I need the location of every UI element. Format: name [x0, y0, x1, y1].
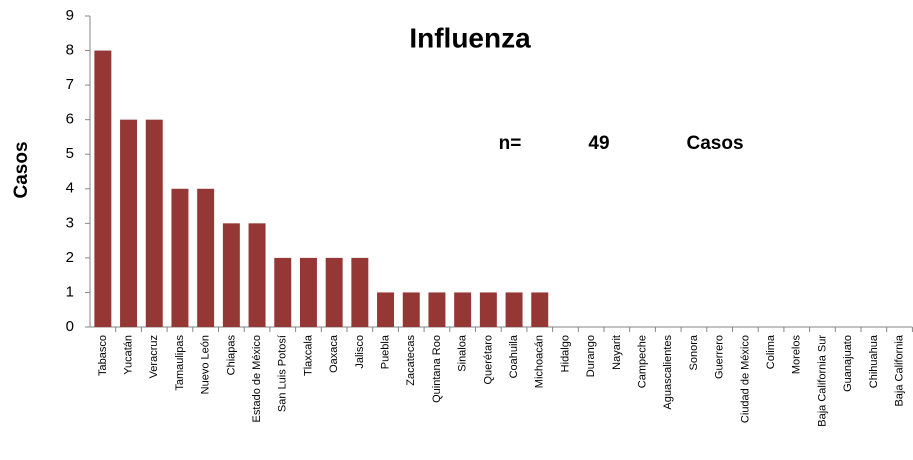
x-tick-label: Baja California: [893, 334, 905, 406]
y-tick-label: 5: [66, 145, 74, 162]
y-tick-label: 1: [66, 283, 74, 300]
x-tick-label: Guanajuato: [842, 335, 854, 392]
x-tick-label: Nuevo León: [200, 335, 212, 394]
x-tick-label: Sinaloa: [457, 334, 469, 372]
bar: [299, 257, 317, 327]
bar: [171, 188, 189, 327]
y-tick-label: 7: [66, 76, 74, 93]
annotation-prefix: n=: [499, 133, 522, 154]
bar: [402, 292, 420, 327]
y-tick-label: 4: [66, 180, 74, 197]
x-tick-label: Veracruz: [148, 335, 160, 378]
x-tick-label: Nayarit: [611, 335, 623, 370]
y-tick-label: 6: [66, 111, 74, 128]
bar: [120, 119, 138, 328]
x-tick-label: Tlaxcala: [302, 334, 314, 376]
bar: [248, 223, 266, 327]
y-tick-label: 9: [66, 7, 74, 24]
bar: [377, 292, 395, 327]
x-tick-label: Sonora: [688, 334, 700, 370]
chart-title: Influenza: [409, 22, 531, 53]
x-tick-label: Oaxaca: [328, 334, 340, 373]
x-tick-label: Querétaro: [482, 335, 494, 385]
bar: [454, 292, 472, 327]
bar: [479, 292, 497, 327]
bar: [197, 188, 215, 327]
x-tick-label: Tabasco: [97, 335, 109, 376]
y-tick-label: 2: [66, 249, 74, 266]
x-tick-label: Zacatecas: [405, 335, 417, 386]
bar: [325, 257, 343, 327]
annotation-unit: Casos: [686, 133, 743, 154]
x-tick-label: Hidalgo: [559, 335, 571, 372]
y-tick-label: 3: [66, 214, 74, 231]
bar: [222, 223, 240, 327]
bar: [145, 119, 163, 328]
bar: [94, 50, 112, 328]
bar: [428, 292, 446, 327]
x-tick-label: Colima: [765, 334, 777, 369]
x-tick-label: Michoacán: [534, 335, 546, 388]
x-tick-label: Baja California Sur: [816, 335, 828, 427]
y-axis-label: Casos: [11, 141, 32, 198]
x-tick-label: Chihuahua: [868, 334, 880, 388]
bar: [531, 292, 549, 327]
x-tick-label: Yucatán: [122, 335, 134, 375]
x-tick-label: Chiapas: [225, 335, 237, 376]
x-tick-label: Morelos: [791, 335, 803, 375]
x-tick-label: Durango: [585, 335, 597, 377]
x-tick-label: Campeche: [636, 335, 648, 388]
x-tick-label: San Luis Potosí: [277, 335, 289, 412]
y-tick-label: 8: [66, 42, 74, 59]
x-tick-label: Coahuila: [508, 334, 520, 378]
x-tick-label: Guerrero: [714, 335, 726, 379]
x-tick-label: Aguascalientes: [662, 335, 674, 410]
x-tick-label: Estado de México: [251, 335, 263, 422]
x-tick-label: Puebla: [379, 334, 391, 369]
x-tick-label: Tamaulipas: [174, 335, 186, 391]
y-tick-label: 0: [66, 318, 74, 335]
bar: [351, 257, 369, 327]
bar: [274, 257, 292, 327]
x-tick-label: Jalisco: [354, 335, 366, 369]
bar: [505, 292, 523, 327]
x-tick-label: Ciudad de México: [739, 335, 751, 423]
x-tick-label: Quintana Roo: [431, 335, 443, 403]
annotation-n: 49: [588, 133, 609, 154]
